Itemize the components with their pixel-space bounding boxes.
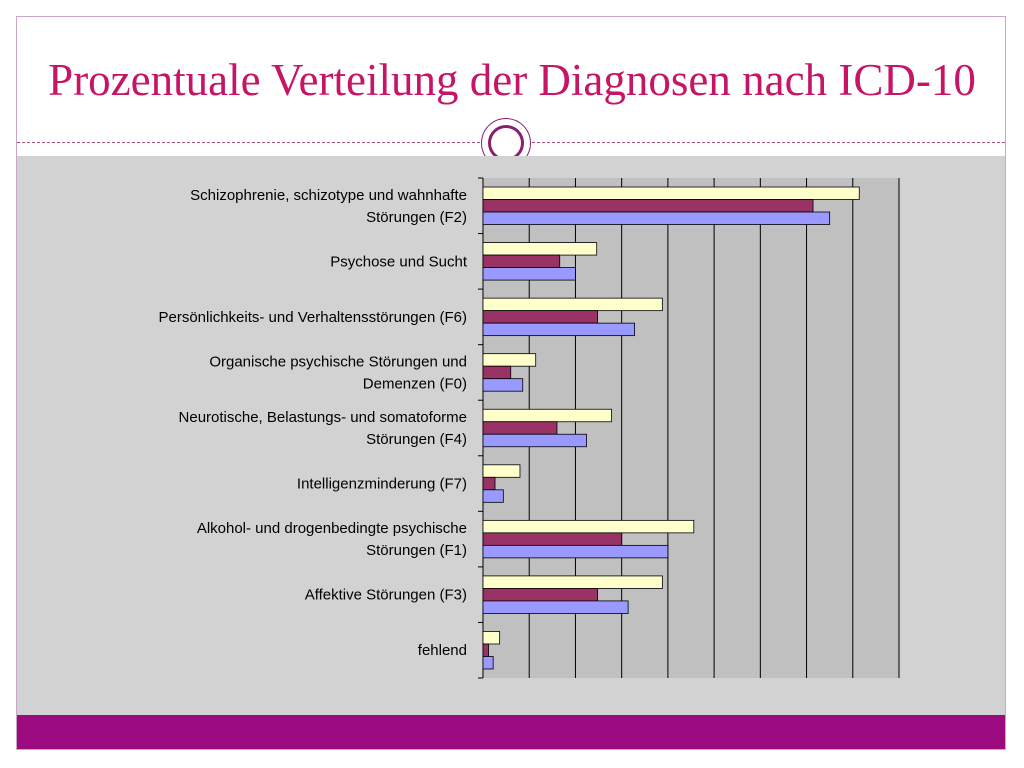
bar-chart: Schizophrenie, schizotype und wahnhafte S… — [159, 177, 900, 679]
bar — [482, 211, 831, 225]
bar — [482, 421, 558, 435]
category-label: Organische psychische Störungen und — [209, 353, 467, 370]
bar — [482, 588, 599, 602]
bar — [482, 267, 576, 281]
bar — [482, 186, 860, 200]
bar — [482, 476, 496, 491]
category-label: Störungen (F4) — [366, 431, 467, 448]
bar — [482, 656, 494, 670]
category-label: Intelligenzminderung (F7) — [297, 476, 467, 493]
category-label: fehlend — [418, 642, 467, 659]
bar — [482, 322, 636, 337]
bar — [482, 532, 623, 546]
category-label: Störungen (F2) — [366, 209, 467, 226]
category-label: Persönlichkeits- und Verhaltensstörungen… — [159, 309, 468, 326]
category-label: Neurotische, Belastungs- und somatoforme — [179, 409, 467, 426]
bar — [482, 199, 814, 213]
category-label: Schizophrenie, schizotype und wahnhafte — [190, 187, 467, 204]
bar — [482, 643, 489, 657]
bar — [482, 631, 501, 645]
category-label: Störungen (F1) — [366, 542, 467, 559]
bar — [482, 242, 598, 256]
category-label: Psychose und Sucht — [330, 253, 468, 270]
bar — [482, 297, 663, 312]
bar — [482, 519, 695, 534]
bar — [482, 365, 512, 380]
bar — [482, 378, 524, 392]
slide-title: Prozentuale Verteilung der Diagnosen nac… — [48, 55, 976, 105]
bar — [482, 353, 537, 367]
bar — [482, 310, 599, 324]
footer-bar — [17, 715, 1005, 749]
bar — [482, 600, 629, 614]
bar — [482, 433, 587, 448]
category-label: Affektive Störungen (F3) — [305, 587, 467, 604]
bar — [482, 575, 663, 589]
category-label: Demenzen (F0) — [363, 375, 467, 392]
bar — [482, 544, 669, 559]
bar — [482, 254, 561, 268]
category-label: Alkohol- und drogenbedingte psychische — [197, 520, 467, 537]
bar — [482, 408, 612, 423]
bar — [482, 464, 521, 478]
bar — [482, 489, 504, 503]
